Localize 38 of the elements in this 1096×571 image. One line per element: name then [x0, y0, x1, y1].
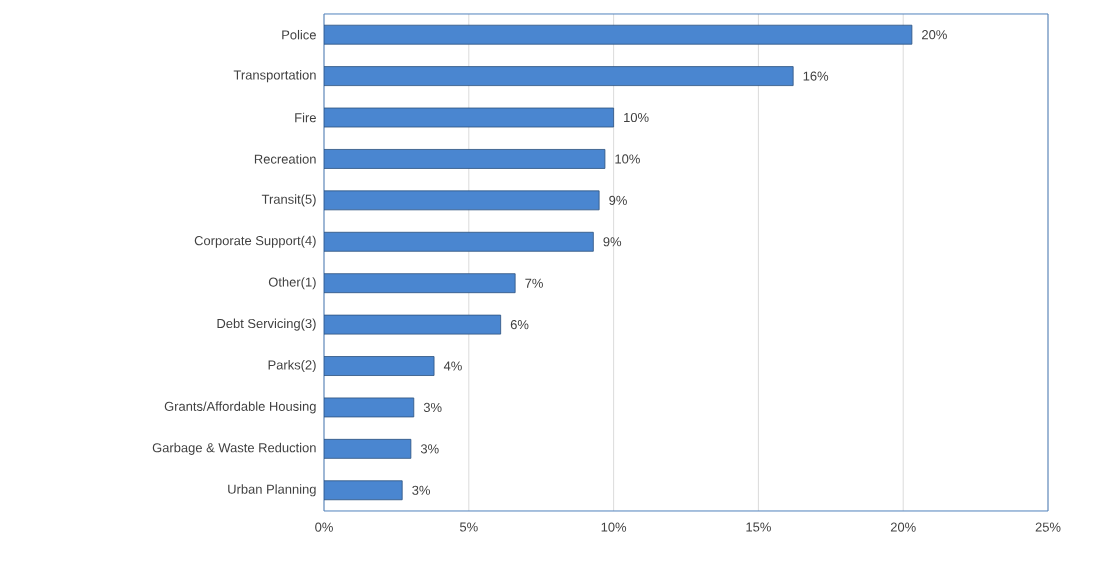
y-tick-label: Transit(5): [261, 194, 316, 207]
y-tick-label: Urban Planning: [228, 484, 316, 497]
data-label: 9%: [603, 237, 622, 247]
y-tick-label: Transportation: [233, 70, 316, 83]
y-tick-label: Fire: [295, 112, 316, 123]
y-tick-label: Corporate Support(4): [194, 235, 316, 248]
bar: [324, 273, 516, 294]
data-label: 3%: [423, 402, 442, 413]
bar: [324, 438, 412, 459]
data-label: 4%: [443, 361, 462, 371]
x-tick-label: 15%: [746, 522, 771, 532]
y-tick-label: Other(1): [268, 277, 316, 290]
x-tick-label: 0%: [315, 522, 333, 532]
data-label: 6%: [510, 320, 529, 330]
y-tick-label: Recreation: [254, 154, 316, 164]
data-label: 10%: [615, 154, 640, 164]
bar: [324, 356, 435, 376]
data-label: 16%: [803, 71, 829, 81]
bar: [324, 480, 403, 501]
y-tick-label: Police: [282, 29, 316, 40]
y-tick-label: Grants/Affordable Housing: [164, 401, 316, 414]
data-label: 10%: [624, 112, 649, 123]
y-tick-label: Garbage & Waste Reduction: [152, 442, 316, 455]
data-label: 3%: [412, 485, 430, 495]
y-tick-label: Parks(2): [268, 359, 316, 373]
bar: [324, 149, 606, 169]
bar: [324, 231, 594, 252]
x-tick-label: 20%: [890, 522, 916, 532]
y-tick-label: Debt Servicing(3): [217, 318, 316, 331]
data-label: 3%: [420, 444, 439, 454]
x-tick-label: 5%: [459, 522, 478, 532]
data-label: 20%: [922, 30, 947, 40]
data-label: 7%: [525, 278, 543, 288]
x-tick-label: 10%: [601, 522, 627, 532]
x-tick-label: 25%: [1035, 522, 1061, 532]
bar: [324, 66, 794, 87]
data-label: 9%: [609, 195, 627, 205]
bar: [324, 24, 913, 45]
